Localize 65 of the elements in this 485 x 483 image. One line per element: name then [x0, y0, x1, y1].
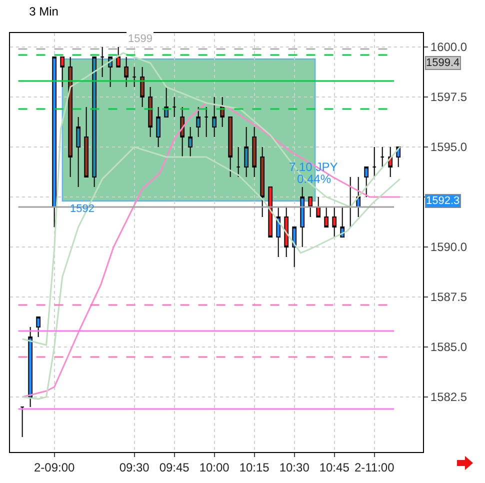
candlestick: [20, 406, 24, 438]
candlestick: [84, 106, 89, 178]
annotation: 7.10 JPY: [289, 160, 338, 174]
y-tick-label: 1585.0: [430, 340, 468, 354]
candlestick: [132, 66, 137, 88]
candlestick: [252, 126, 257, 178]
x-tick-label: 10:15: [239, 460, 270, 474]
y-tick-label: 1597.5: [430, 90, 468, 104]
candlestick: [284, 206, 289, 258]
candlestick: [276, 206, 281, 258]
band-label: 1592: [70, 203, 94, 215]
x-tick-label: 09:30: [119, 460, 150, 474]
line-series: [22, 146, 401, 400]
candlestick: [92, 56, 97, 188]
candlestick: [172, 96, 177, 118]
x-tick-label: 10:30: [279, 460, 310, 474]
candlestick: [268, 186, 273, 238]
candlestick: [372, 146, 377, 178]
candlestick: [212, 96, 217, 138]
candlestick: [188, 126, 193, 158]
y-tick-label: 1590.0: [430, 240, 468, 254]
candlestick: [308, 196, 313, 218]
candlestick: [68, 56, 73, 178]
candlestick: [356, 176, 361, 218]
candlestick: [76, 116, 81, 188]
x-tick-label: 10:45: [319, 460, 350, 474]
annotation: 1599: [128, 33, 152, 45]
x-tick-label: 10:00: [199, 460, 230, 474]
candlestick: [364, 166, 369, 198]
y-tick-label: 1600.0: [430, 40, 468, 54]
candlestick: [60, 56, 65, 88]
candlestick: [36, 316, 40, 338]
candlestick: [228, 116, 233, 178]
candlestick: [244, 126, 249, 178]
line-series: [22, 52, 401, 346]
y-tick-label: 1582.5: [430, 390, 468, 404]
candlestick: [124, 56, 129, 88]
x-tick-label: 09:45: [159, 460, 190, 474]
candlestick: [236, 146, 241, 178]
text: 1592.3: [426, 195, 460, 207]
candlestick: [292, 226, 297, 268]
line-series: [22, 102, 401, 398]
candlestick: [332, 206, 337, 238]
candlestick: [148, 86, 153, 138]
candlestick: [140, 66, 145, 108]
y-tick-label: 1595.0: [430, 140, 468, 154]
candlestick: [164, 86, 169, 118]
x-tick-label: 2-11:00: [354, 460, 395, 474]
candlestick: [156, 106, 161, 148]
candlestick: [380, 146, 385, 168]
candlestick: [116, 46, 121, 68]
candlestick: [196, 106, 201, 138]
candlestick: [100, 46, 105, 78]
x-tick-label: 2-09:00: [34, 460, 75, 474]
candlestick: [316, 196, 321, 218]
candlestick: [324, 206, 329, 228]
candlestick: [220, 96, 225, 128]
chart-title: 3 Min: [29, 4, 58, 19]
y-tick-label: 1587.5: [430, 290, 468, 304]
text: 1599.4: [426, 57, 460, 69]
candlestick: [204, 106, 209, 138]
candlestick: [180, 106, 185, 158]
candlestick: [340, 206, 345, 238]
candlestick: [28, 326, 32, 408]
candlestick: [260, 146, 265, 218]
